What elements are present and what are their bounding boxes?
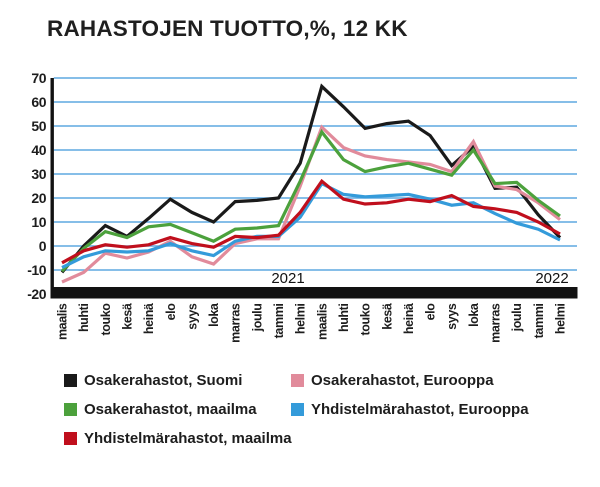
- series-line: [61, 178, 561, 265]
- series-line: [60, 83, 562, 274]
- legend-label: Yhdistelmärahastot, maailma: [84, 430, 292, 447]
- y-tick-label: 50: [31, 118, 46, 134]
- x-tick-label: maalis: [315, 303, 329, 340]
- legend-item: Osakerahastot, Eurooppa: [291, 372, 589, 389]
- series-lines: [60, 83, 562, 284]
- page-title: RAHASTOJEN TUOTTO,%, 12 KK: [47, 16, 408, 41]
- series-line: [60, 128, 561, 273]
- legend-item: Osakerahastot, Suomi: [64, 372, 291, 389]
- y-tick-label: 0: [39, 238, 47, 254]
- x-axis-labels: maalis huhti touko kesä heinä elo syys loka marr…: [56, 302, 568, 343]
- x-tick-label: elo: [164, 303, 178, 321]
- gridlines: [53, 77, 577, 271]
- legend-swatch: [64, 374, 77, 387]
- x-tick-label: tammi: [532, 304, 546, 339]
- x-tick-label: huhti: [337, 304, 351, 333]
- y-tick-label: 70: [31, 70, 46, 86]
- x-tick-label: marras: [229, 303, 243, 343]
- year-label: 2021: [271, 270, 304, 287]
- legend-swatch: [291, 403, 304, 416]
- x-tick-label: kesä: [380, 303, 394, 330]
- x-tick-label: helmi: [554, 304, 568, 335]
- x-tick-label: syys: [445, 303, 459, 330]
- x-tick-label: heinä: [142, 303, 156, 334]
- y-tick-label: 20: [31, 190, 46, 206]
- legend-label: Yhdistelmärahastot, Eurooppa: [311, 401, 529, 418]
- x-tick-label: joulu: [510, 304, 524, 333]
- legend-item: Yhdistelmärahastot, maailma: [64, 430, 292, 447]
- series-line: [61, 181, 561, 270]
- year-labels: 2021 2022: [271, 270, 568, 287]
- x-tick-label: kesä: [121, 303, 135, 330]
- x-tick-label: helmi: [294, 304, 308, 335]
- x-tick-label: elo: [424, 303, 438, 321]
- legend-label: Osakerahastot, Suomi: [84, 372, 243, 389]
- y-tick-label: -10: [27, 262, 46, 278]
- y-tick-label: 30: [31, 166, 46, 182]
- returns-chart: 70 60 50 40 30 20 10 0 -10 -20 2021 2022 maalis huhti…: [27, 70, 578, 343]
- x-tick-label: loka: [467, 302, 481, 327]
- x-axis-bar: [50, 287, 578, 299]
- x-tick-label: tammi: [272, 304, 286, 339]
- y-tick-label: 10: [31, 214, 46, 230]
- x-tick-label: touko: [359, 303, 373, 336]
- x-tick-label: marras: [489, 303, 503, 343]
- year-label: 2022: [535, 270, 568, 287]
- legend-swatch: [64, 432, 77, 445]
- legend-item: Osakerahastot, maailma: [64, 401, 291, 418]
- legend-swatch: [291, 374, 304, 387]
- x-tick-label: touko: [99, 303, 113, 336]
- x-tick-label: syys: [185, 303, 199, 330]
- y-tick-label: 40: [31, 142, 46, 158]
- x-tick-label: huhti: [77, 304, 91, 333]
- x-tick-label: joulu: [250, 304, 264, 333]
- legend-swatch: [64, 403, 77, 416]
- legend: Osakerahastot, Suomi Osakerahastot, Euro…: [64, 372, 589, 447]
- x-tick-label: maalis: [56, 303, 70, 340]
- y-tick-label: 60: [31, 94, 46, 110]
- legend-label: Osakerahastot, maailma: [84, 401, 257, 418]
- legend-label: Osakerahastot, Eurooppa: [311, 372, 494, 389]
- y-tick-label: -20: [27, 286, 46, 302]
- x-tick-label: heinä: [402, 303, 416, 334]
- legend-item: Yhdistelmärahastot, Eurooppa: [291, 401, 589, 418]
- x-tick-label: loka: [207, 302, 221, 327]
- y-axis: 70 60 50 40 30 20 10 0 -10 -20: [27, 70, 54, 302]
